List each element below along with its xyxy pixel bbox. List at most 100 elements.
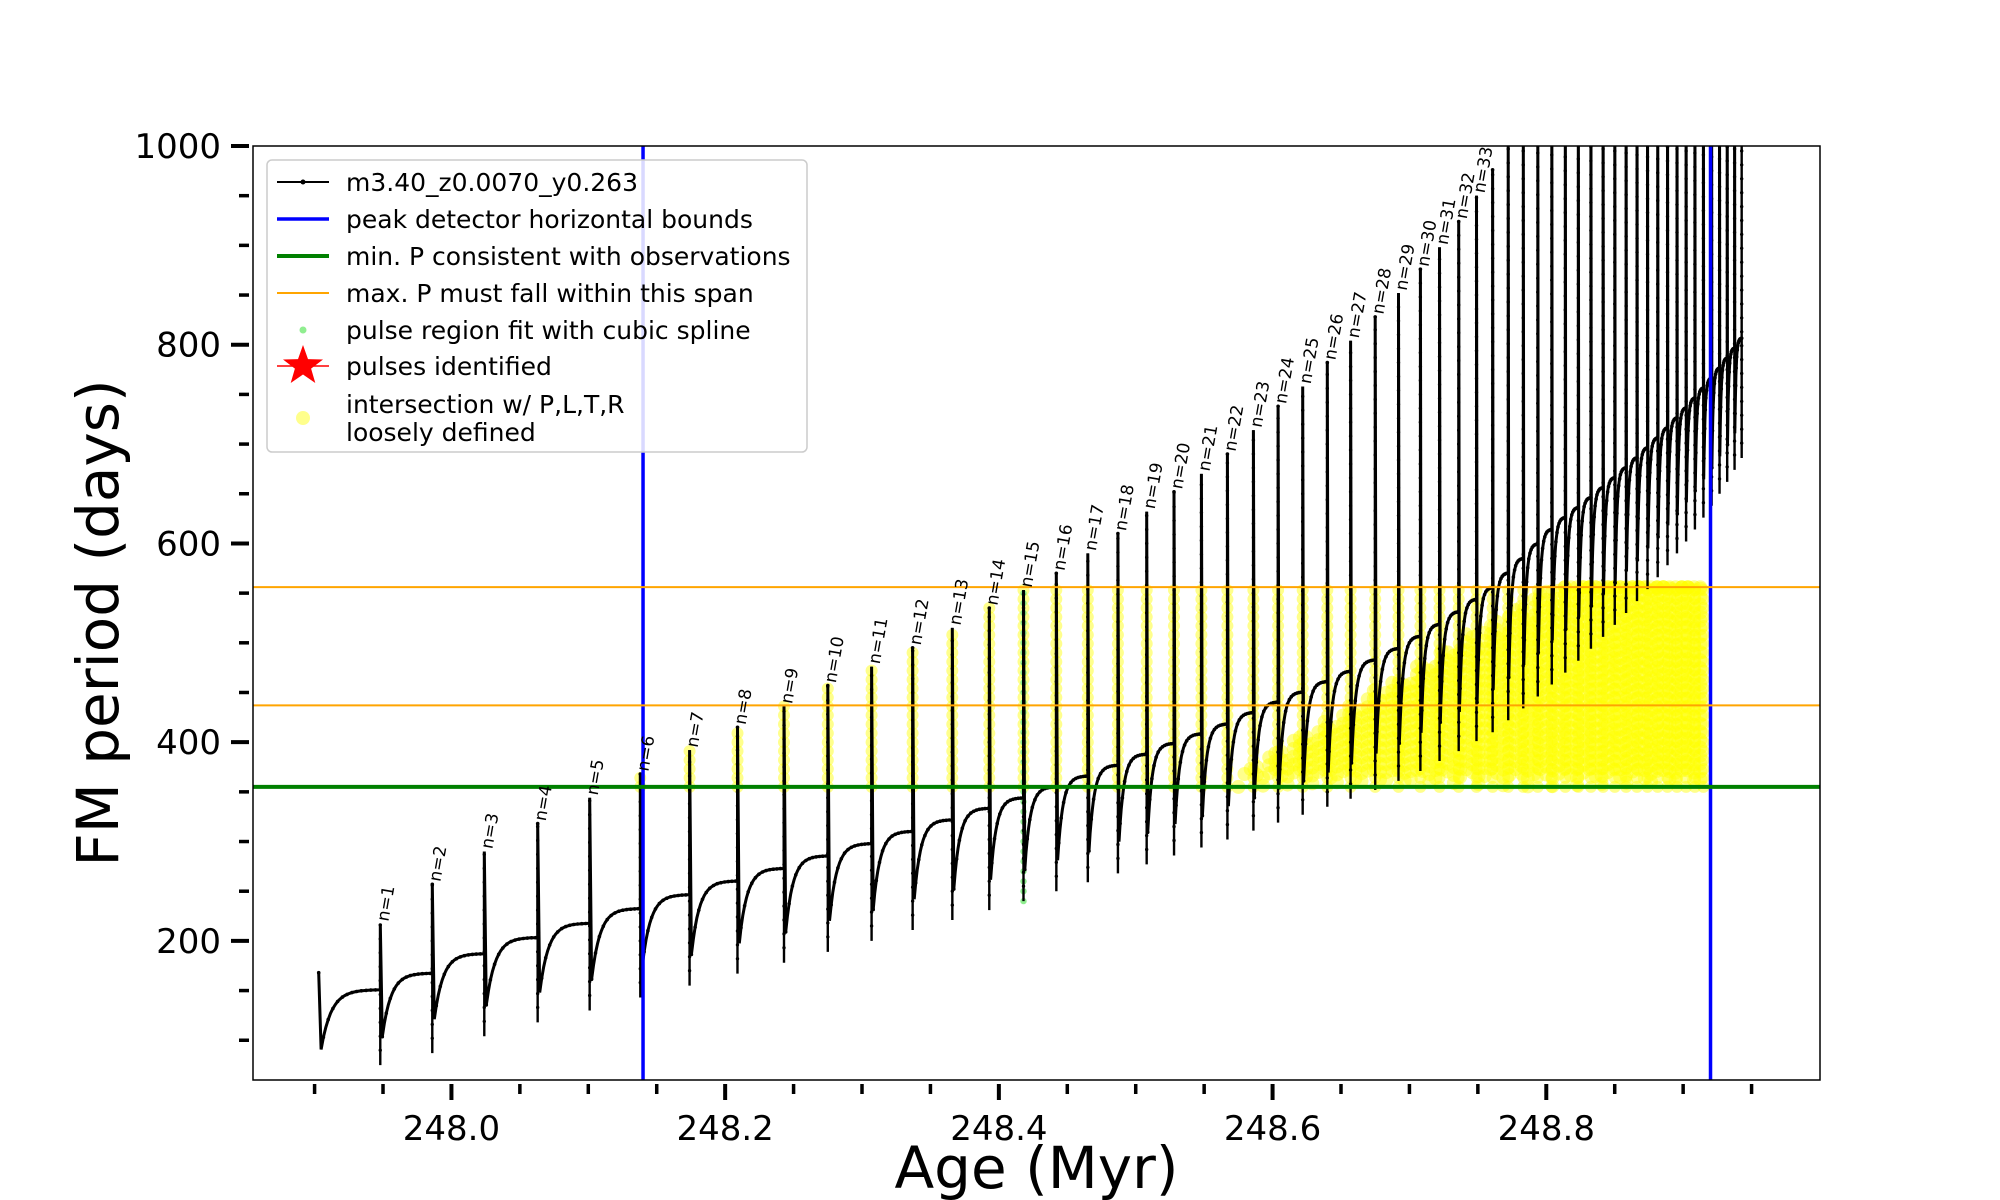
track-point bbox=[1613, 80, 1616, 83]
track-point bbox=[1251, 549, 1256, 554]
track-point bbox=[1579, 533, 1583, 537]
track-point bbox=[1225, 795, 1230, 799]
track-point bbox=[735, 831, 740, 836]
track-point bbox=[917, 857, 921, 862]
track-point bbox=[910, 843, 915, 848]
pulse-label-n15: n=15 bbox=[1017, 540, 1045, 589]
track-point bbox=[887, 837, 891, 841]
track-point bbox=[1457, 511, 1461, 516]
track-point bbox=[1601, 244, 1605, 249]
track-point bbox=[1300, 742, 1305, 746]
track-point bbox=[1601, 147, 1605, 151]
track-point bbox=[384, 1011, 389, 1015]
track-point bbox=[1550, 654, 1554, 658]
track-point bbox=[1300, 506, 1305, 510]
loose-point bbox=[1486, 763, 1499, 775]
track-point bbox=[1418, 351, 1423, 355]
track-point bbox=[1506, 161, 1510, 165]
track-point bbox=[1550, 334, 1554, 338]
track-point bbox=[1688, 404, 1692, 408]
track-point bbox=[1021, 870, 1026, 874]
track-point bbox=[1225, 628, 1230, 632]
track-point bbox=[1054, 805, 1059, 809]
track-point bbox=[1021, 675, 1026, 680]
track-point bbox=[1202, 779, 1207, 784]
track-point bbox=[482, 991, 486, 996]
track-point bbox=[782, 876, 786, 880]
track-point bbox=[1635, 556, 1639, 561]
track-point bbox=[1717, 463, 1722, 467]
track-point bbox=[1225, 475, 1230, 479]
track-point bbox=[1732, 439, 1737, 443]
track-point bbox=[1437, 494, 1442, 498]
track-point bbox=[782, 904, 786, 908]
track-point bbox=[1725, 326, 1729, 330]
track-point bbox=[1739, 441, 1744, 445]
track-point bbox=[1733, 120, 1736, 123]
loose-point bbox=[1584, 691, 1597, 704]
track-point bbox=[1582, 504, 1586, 509]
track-point bbox=[1437, 313, 1442, 317]
track-point bbox=[1589, 242, 1593, 247]
track-point bbox=[1276, 694, 1280, 699]
track-point bbox=[649, 915, 654, 920]
track-point bbox=[1199, 552, 1204, 557]
track-point bbox=[757, 872, 761, 876]
track-point bbox=[1645, 558, 1650, 562]
track-point bbox=[1725, 214, 1729, 219]
track-point bbox=[735, 873, 740, 877]
track-point bbox=[1283, 709, 1288, 713]
track-point bbox=[587, 979, 592, 984]
track-point bbox=[1021, 828, 1026, 833]
track-point bbox=[1732, 300, 1737, 304]
track-point bbox=[846, 847, 850, 852]
track-point bbox=[1494, 607, 1498, 612]
track-point bbox=[1474, 557, 1479, 561]
loose-point bbox=[1470, 754, 1483, 767]
track-point bbox=[1373, 453, 1377, 457]
track-point bbox=[1521, 469, 1525, 473]
track-point bbox=[563, 924, 568, 929]
track-point bbox=[1563, 433, 1567, 437]
track-point bbox=[687, 760, 692, 764]
track-point bbox=[1437, 605, 1442, 609]
track-point bbox=[1713, 375, 1717, 380]
loose-point bbox=[1517, 754, 1530, 767]
track-point bbox=[687, 816, 692, 820]
track-point bbox=[1325, 553, 1330, 558]
loose-point bbox=[1531, 745, 1544, 758]
track-point bbox=[1693, 346, 1697, 350]
track-point bbox=[1684, 204, 1688, 209]
track-point bbox=[1696, 396, 1701, 400]
track-point bbox=[950, 778, 955, 782]
track-point bbox=[1601, 522, 1605, 527]
track-point bbox=[1655, 449, 1660, 453]
track-point bbox=[1021, 884, 1026, 888]
track-point bbox=[739, 926, 743, 930]
track-point bbox=[1576, 463, 1581, 467]
track-point bbox=[1396, 555, 1401, 560]
track-point bbox=[1498, 580, 1502, 584]
track-point bbox=[1225, 600, 1230, 604]
track-point bbox=[1172, 574, 1176, 578]
y-tick-label: 600 bbox=[156, 524, 221, 564]
track-point bbox=[1739, 399, 1744, 404]
track-point bbox=[735, 915, 740, 919]
track-point bbox=[1509, 603, 1513, 608]
track-point bbox=[820, 854, 825, 858]
track-point bbox=[1675, 522, 1679, 527]
track-point bbox=[1624, 137, 1627, 140]
track-point bbox=[782, 751, 786, 755]
track-point bbox=[1172, 560, 1176, 564]
track-point bbox=[1457, 442, 1461, 446]
track-point bbox=[1396, 764, 1401, 768]
track-point bbox=[987, 726, 991, 730]
track-point bbox=[1054, 652, 1059, 656]
track-point bbox=[787, 902, 791, 906]
track-point bbox=[1300, 478, 1305, 482]
track-point bbox=[1437, 730, 1442, 734]
track-point bbox=[340, 995, 345, 999]
track-point bbox=[1656, 74, 1659, 77]
track-point bbox=[1589, 326, 1593, 330]
track-point bbox=[1718, 88, 1721, 91]
